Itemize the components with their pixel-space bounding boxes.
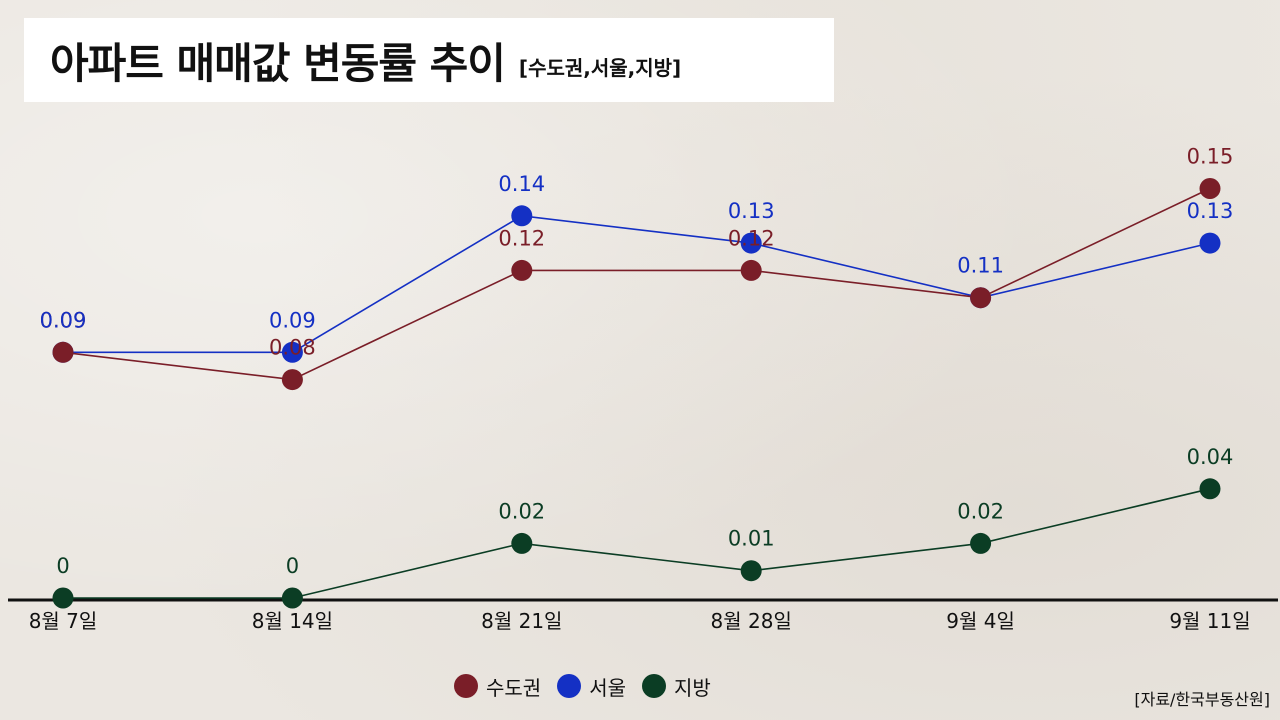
point-s2-3 [740, 560, 762, 582]
point-s2-5 [1199, 478, 1221, 500]
data-label-s0-1: 0.08 [269, 336, 316, 360]
point-s0-1 [281, 369, 303, 391]
x-tick-label-3: 8월 28일 [711, 609, 792, 633]
legend-item-1: 서울 [557, 672, 626, 701]
legend-item-0: 수도권 [454, 672, 541, 701]
source-note: [자료/한국부동산원] [1134, 690, 1270, 709]
series-line-0 [62, 187, 1211, 381]
point-s2-2 [511, 532, 533, 554]
legend-label-1: 서울 [589, 675, 627, 700]
point-s0-3 [740, 259, 762, 281]
data-label-s1-1: 0.09 [269, 308, 316, 332]
data-label-s1-0: 0.09 [40, 308, 87, 332]
point-s2-4 [970, 532, 992, 554]
data-label-s0-2: 0.12 [498, 226, 545, 250]
x-tick-label-1: 8월 14일 [252, 609, 333, 633]
legend-swatch-2 [642, 674, 667, 698]
x-tick-label-5: 9월 11일 [1169, 609, 1250, 633]
series-line-2 [63, 488, 1211, 599]
chart-title: 아파트 매매값 변동률 추이 [50, 38, 506, 88]
point-s1-1 [281, 341, 303, 363]
data-label-s1-5: 0.13 [1187, 199, 1234, 223]
point-s1-2 [511, 205, 533, 227]
x-tick-label-0: 8월 7일 [29, 609, 98, 633]
data-label-s1-2: 0.14 [498, 172, 545, 196]
point-s0-2 [511, 259, 533, 281]
legend-swatch-0 [454, 674, 478, 698]
point-s2-0 [52, 587, 74, 609]
point-s0-5 [1199, 178, 1221, 199]
data-label-s0-5: 0.15 [1187, 145, 1234, 169]
x-tick-label-4: 9월 4일 [946, 609, 1015, 633]
data-label-s2-0: 0 [56, 554, 69, 578]
legend: 수도권 서울 지방 [454, 670, 711, 702]
point-s2-1 [281, 587, 303, 609]
legend-swatch-1 [557, 674, 582, 698]
data-label-s2-2: 0.02 [498, 499, 545, 523]
legend-item-2: 지방 [642, 672, 711, 701]
x-tick-label-2: 8월 21일 [481, 609, 562, 633]
legend-label-0: 수도권 [486, 675, 542, 700]
legend-label-2: 지방 [674, 675, 711, 700]
data-label-s1-3: 0.13 [728, 199, 775, 223]
point-s1-5 [1199, 232, 1221, 254]
data-label-s2-5: 0.04 [1187, 445, 1234, 469]
chart-subtitle: [수도권,서울,지방] [518, 55, 682, 80]
data-label-s0-3: 0.12 [728, 226, 775, 250]
data-label-s0-0: 0.09 [40, 308, 87, 332]
data-label-s2-1: 0 [286, 554, 299, 578]
data-label-s2-3: 0.01 [728, 527, 775, 551]
title-box: 아파트 매매값 변동률 추이 [수도권,서울,지방] [24, 18, 834, 102]
point-s1-3 [740, 232, 762, 254]
point-s0-4 [970, 287, 992, 309]
data-label-s2-4: 0.02 [957, 499, 1004, 523]
series-line-1 [63, 214, 1211, 354]
point-s0-0 [52, 341, 74, 363]
data-label-s1-4: 0.11 [957, 254, 1004, 278]
